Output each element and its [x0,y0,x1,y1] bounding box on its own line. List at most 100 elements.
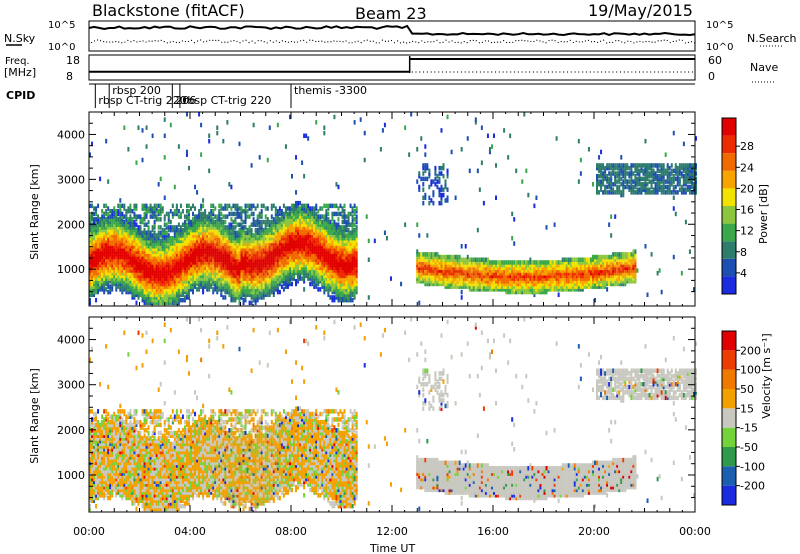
power-cell [187,233,190,238]
power-cell [319,241,322,246]
power-cell [125,260,128,265]
power-cell [147,254,150,260]
power-cell [167,219,170,225]
power-cell [196,238,199,244]
power-cell [109,244,112,249]
power-cell [169,276,172,281]
power-cell [165,262,168,268]
power-cell [192,281,195,287]
power-cell [234,211,237,217]
power-cell [260,235,263,241]
power-cell [301,233,304,238]
power-cell [185,149,188,155]
power-cell [165,281,168,287]
power-cell [157,268,160,273]
power-cell [222,265,225,271]
power-cell [468,257,471,262]
noise-search-point [403,41,405,43]
power-cell [125,281,128,287]
power-cell [218,265,221,271]
power-cell [470,257,473,262]
power-cell [206,241,209,246]
noise-search-point [366,39,368,41]
power-cell [179,227,182,233]
power-cell [91,257,94,262]
noise-search-point [224,41,226,43]
power-cell [329,252,332,257]
power-cell [123,227,126,233]
power-cell [145,233,148,238]
power-cell [141,217,144,222]
power-cell [313,281,316,287]
power-cell [220,219,223,225]
power-cell [262,273,265,279]
power-cell [163,273,166,279]
power-cell [127,206,130,211]
power-cell [93,257,96,262]
power-cell [317,235,320,241]
power-cell [97,281,100,287]
power-cell [159,203,162,209]
power-cell [282,276,285,281]
power-cell [181,265,184,271]
power-cell [107,276,110,281]
noise-search-point [681,39,683,41]
power-cell [139,219,142,225]
power-cell [212,265,215,271]
power-cell [307,222,310,227]
nave-point [521,71,523,73]
power-cell [117,227,120,233]
power-cell [256,292,259,298]
power-cell [262,235,265,241]
power-cell [446,254,449,260]
power-cell [486,257,489,262]
power-cell [109,257,112,262]
power-cell [109,273,112,279]
power-cell [276,122,279,128]
power-cell [119,214,122,219]
power-cell [210,284,213,289]
power-cell [145,244,148,249]
power-cell [151,252,154,257]
power-cell [171,281,174,287]
power-cell [155,241,158,246]
power-cell [236,254,239,260]
power-cell [107,281,110,287]
power-cell [218,230,221,236]
power-cell [230,273,233,279]
power-cell [252,235,255,241]
power-cell [133,206,136,211]
power-cell [311,211,314,217]
power-cell [212,233,215,238]
noise-search-point [654,41,656,43]
power-cell [111,217,114,222]
power-cell [133,214,136,219]
power-cell [163,287,166,292]
power-cell [228,284,231,289]
power-cell [169,244,172,249]
power-cell [333,211,336,217]
power-cell [254,262,257,268]
power-cell [303,227,306,233]
power-cell [218,260,221,265]
power-cell [284,262,287,268]
power-cell [305,273,308,279]
power-cell [101,284,104,289]
power-cell [123,284,126,289]
power-cell [301,203,304,209]
power-cell [224,279,227,284]
power-cell [222,214,225,219]
noise-search-point [184,40,187,43]
power-cell [198,287,201,292]
power-cell [286,270,289,276]
power-cell [274,206,277,211]
power-cell [155,262,158,268]
power-cell [220,270,223,276]
power-cell [355,225,358,230]
power-cell [315,246,318,252]
noise-search-point [657,40,659,42]
power-cell [218,287,221,292]
power-cell [315,203,318,209]
power-cell [248,246,251,252]
power-cell [135,246,138,252]
